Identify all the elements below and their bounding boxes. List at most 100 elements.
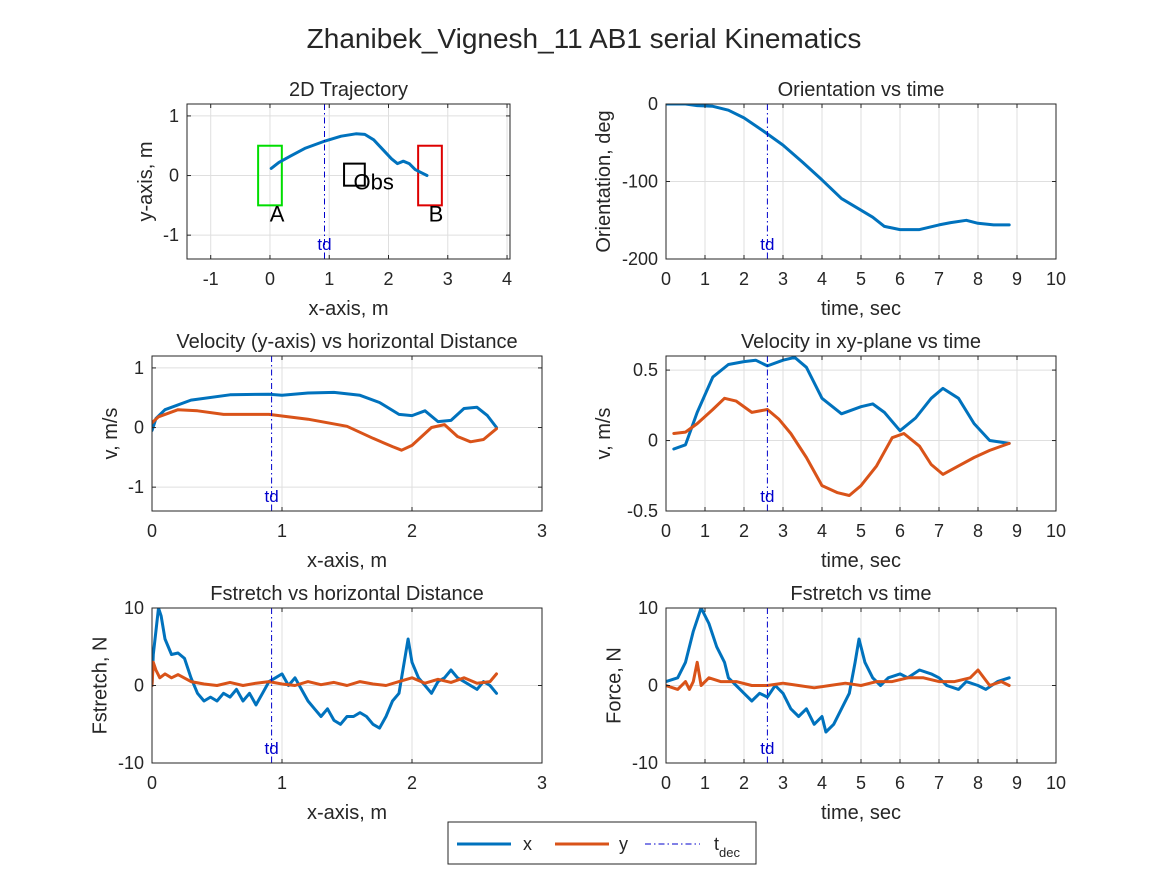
tick-label-x: 7: [934, 269, 944, 289]
annotation-text: Obs: [354, 170, 394, 195]
data-layer: [152, 390, 498, 452]
tick-label-x: 2: [407, 773, 417, 793]
legend-label-tdec-main: t: [714, 834, 719, 854]
x-axis-label: x-axis, m: [307, 802, 387, 824]
subplot-vdist: td 0 1 2 3 -1 0 1 Velocity (y-axis) vs horizonta…: [100, 331, 547, 572]
tick-label-x: 0: [147, 521, 157, 541]
tick-label-x: 3: [537, 521, 547, 541]
tick-label-x: 7: [934, 521, 944, 541]
plot-area: [187, 104, 510, 259]
tick-label-x: 0: [265, 269, 275, 289]
subplot-traj: td A B Obs -1 0 1 2 3 4 -1 0 1 2D Trajectory x-axis, m…: [135, 79, 512, 320]
tick-label-x: 7: [934, 773, 944, 793]
tick-label-y: 0.5: [633, 360, 658, 380]
y-axis-label: y-axis, m: [135, 142, 157, 222]
legend-label-tdec-sub: dec: [719, 845, 740, 860]
tick-label-x: 1: [324, 269, 334, 289]
y-axis-label: Orientation, deg: [593, 110, 615, 252]
tick-label-x: 0: [147, 773, 157, 793]
tick-label-x: 4: [817, 269, 827, 289]
axes-box: [186, 103, 511, 260]
tick-label-x: 0: [661, 773, 671, 793]
tick-label-x: 6: [895, 521, 905, 541]
tick-label-x: 2: [739, 269, 749, 289]
series-line-y: [152, 408, 498, 452]
annotation-text: B: [429, 201, 444, 226]
tick-label-y: 10: [638, 598, 658, 618]
tick-label-x: 1: [277, 773, 287, 793]
tick-label-x: 0: [661, 521, 671, 541]
tick-label-x: 5: [856, 773, 866, 793]
axes-box: [151, 355, 543, 512]
tick-label-x: 10: [1046, 269, 1066, 289]
y-axis-label: v, m/s: [593, 408, 615, 460]
tick-label-x: 1: [700, 521, 710, 541]
tick-label-x: 3: [443, 269, 453, 289]
series-line-x: [666, 608, 1011, 734]
x-axis-label: x-axis, m: [309, 298, 389, 320]
figure-title: Zhanibek_Vignesh_11 AB1 serial Kinematic…: [307, 23, 862, 54]
subplot-title: Fstretch vs horizontal Distance: [210, 583, 483, 605]
td-label: td: [265, 487, 279, 506]
tick-label-y: -10: [632, 753, 658, 773]
x-axis-label: x-axis, m: [307, 550, 387, 572]
tick-label-x: 5: [856, 269, 866, 289]
series-line-y: [666, 660, 1011, 691]
tick-label-x: 4: [817, 521, 827, 541]
td-label: td: [317, 235, 331, 254]
tick-label-x: 6: [895, 269, 905, 289]
data-layer: [666, 608, 1011, 734]
tick-label-y: -1: [163, 225, 179, 245]
subplot-orient: td 0 1 2 3 4 5 6 7 8 9 10 -200 -100 0 Orientation vs ti…: [593, 79, 1066, 320]
tick-label-x: 2: [739, 773, 749, 793]
subplot-title: Velocity in xy-plane vs time: [741, 331, 981, 353]
tick-label-x: 8: [973, 269, 983, 289]
subplot-title: Fstretch vs time: [790, 583, 931, 605]
tick-label-x: 1: [700, 773, 710, 793]
region-rect: [257, 144, 283, 207]
x-axis-label: time, sec: [821, 802, 901, 824]
tick-label-x: 1: [277, 521, 287, 541]
data-layer: [672, 356, 1011, 497]
tick-label-x: 4: [817, 773, 827, 793]
tick-label-x: 3: [778, 773, 788, 793]
tick-label-y: 0: [648, 431, 658, 451]
tick-label-x: 10: [1046, 521, 1066, 541]
tick-label-y: 0: [648, 676, 658, 696]
tick-label-x: 6: [895, 773, 905, 793]
plot-area: [152, 356, 542, 511]
tick-label-x: 10: [1046, 773, 1066, 793]
subplot-title: Velocity (y-axis) vs horizontal Distance: [176, 331, 517, 353]
subplot-title: 2D Trajectory: [289, 79, 408, 101]
series-line-x: [672, 356, 1011, 451]
tick-label-y: 1: [169, 106, 179, 126]
tick-label-x: 9: [1012, 773, 1022, 793]
tick-label-x: 2: [739, 521, 749, 541]
tick-label-x: 0: [661, 269, 671, 289]
legend-label-tdec: tdec: [714, 834, 740, 860]
x-axis-label: time, sec: [821, 550, 901, 572]
tick-label-x: 2: [383, 269, 393, 289]
data-layer: [257, 132, 443, 207]
legend: x y tdec: [447, 821, 757, 865]
region-rect: [343, 162, 366, 187]
legend-label-x: x: [523, 834, 532, 854]
tick-label-y: -10: [118, 753, 144, 773]
tick-label-x: 3: [778, 521, 788, 541]
tick-label-x: 2: [407, 521, 417, 541]
y-axis-label: Force, N: [604, 647, 626, 724]
tick-label-y: -100: [622, 172, 658, 192]
tick-label-y: 0: [134, 676, 144, 696]
subplot-title: Orientation vs time: [778, 79, 945, 101]
tick-label-y: 0: [169, 166, 179, 186]
x-axis-label: time, sec: [821, 298, 901, 320]
tick-label-x: 1: [700, 269, 710, 289]
td-label: td: [265, 739, 279, 758]
y-axis-label: Fstretch, N: [90, 637, 112, 735]
tick-label-y: 10: [124, 598, 144, 618]
tick-label-x: -1: [203, 269, 219, 289]
